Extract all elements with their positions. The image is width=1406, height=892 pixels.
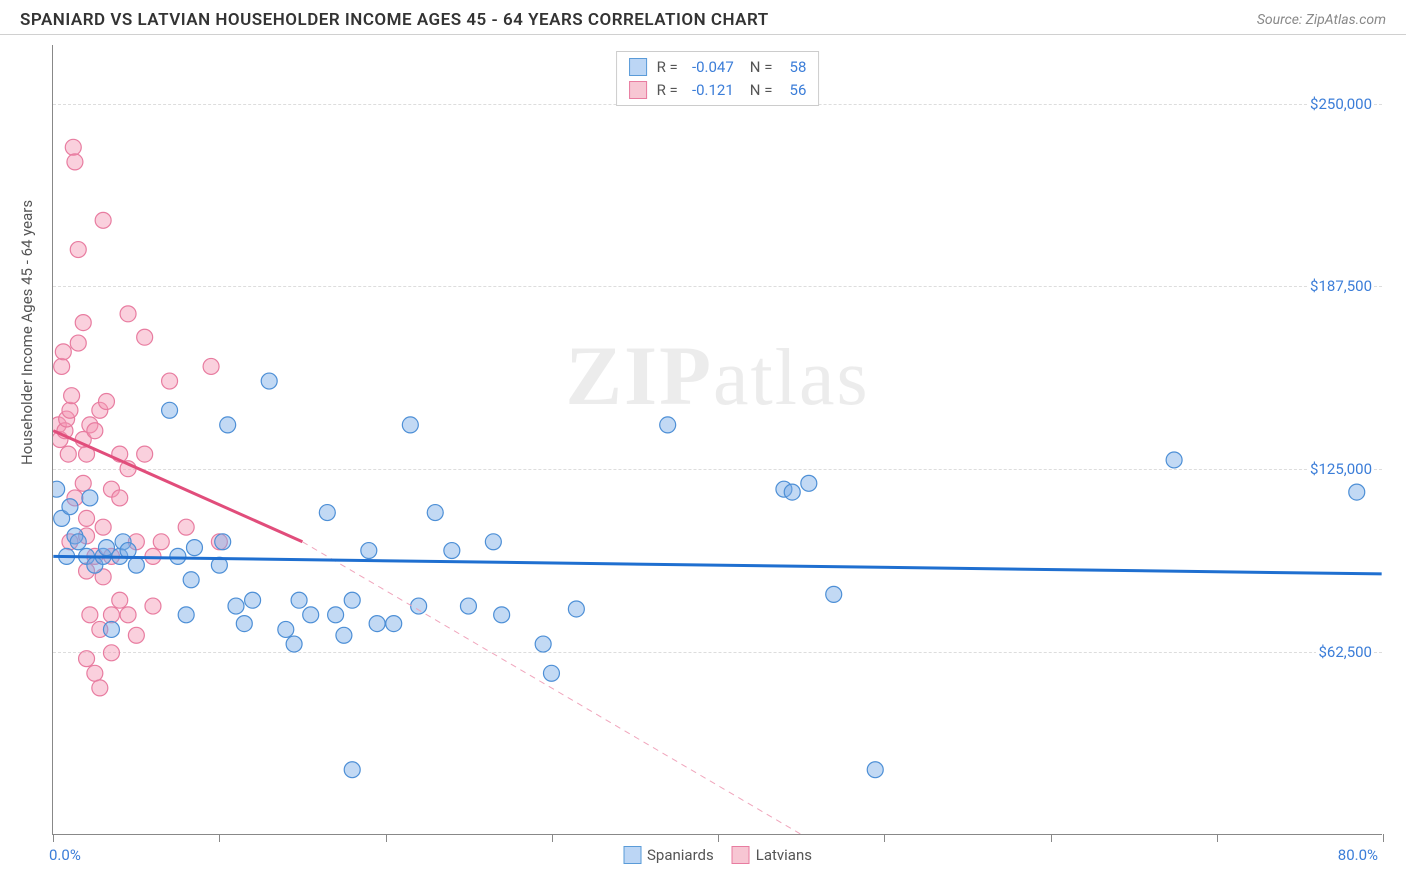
- y-axis-label: Householder Income Ages 45 - 64 years: [18, 200, 36, 465]
- swatch-blue: [623, 846, 641, 864]
- x-tick: [1051, 834, 1052, 842]
- swatch-pink: [629, 81, 647, 99]
- legend-label: Spaniards: [647, 846, 714, 864]
- legend-row-latvians: R = -0.121 N = 56: [629, 79, 807, 102]
- x-tick: [219, 834, 220, 842]
- legend-item-latvians: Latvians: [732, 846, 812, 864]
- x-min-label: 0.0%: [49, 846, 81, 864]
- gridline: [53, 652, 1382, 653]
- swatch-pink: [732, 846, 750, 864]
- swatch-blue: [629, 58, 647, 76]
- chart-area: Householder Income Ages 45 - 64 years ZI…: [0, 35, 1406, 885]
- gridline: [53, 286, 1382, 287]
- legend-item-spaniards: Spaniards: [623, 846, 714, 864]
- y-tick-label: $187,500: [1308, 277, 1374, 295]
- x-max-label: 80.0%: [1338, 846, 1378, 864]
- x-tick: [884, 834, 885, 842]
- watermark: ZIPatlas: [565, 327, 869, 425]
- x-tick: [386, 834, 387, 842]
- series-legend: Spaniards Latvians: [623, 846, 812, 864]
- x-tick: [53, 834, 54, 842]
- source-attribution: Source: ZipAtlas.com: [1257, 12, 1386, 28]
- x-tick: [552, 834, 553, 842]
- x-tick: [1217, 834, 1218, 842]
- chart-header: SPANIARD VS LATVIAN HOUSEHOLDER INCOME A…: [0, 0, 1406, 35]
- scatter-svg: [53, 45, 1382, 834]
- chart-title: SPANIARD VS LATVIAN HOUSEHOLDER INCOME A…: [20, 10, 769, 30]
- gridline: [53, 469, 1382, 470]
- y-tick-label: $125,000: [1308, 460, 1374, 478]
- y-tick-label: $62,500: [1316, 643, 1374, 661]
- x-tick: [718, 834, 719, 842]
- correlation-legend: R = -0.047 N = 58 R = -0.121 N = 56: [616, 51, 820, 106]
- x-tick: [1383, 834, 1384, 842]
- legend-label: Latvians: [756, 846, 812, 864]
- y-tick-label: $250,000: [1308, 95, 1374, 113]
- plot-region: ZIPatlas R = -0.047 N = 58 R = -0.121 N …: [52, 45, 1382, 835]
- legend-row-spaniards: R = -0.047 N = 58: [629, 56, 807, 79]
